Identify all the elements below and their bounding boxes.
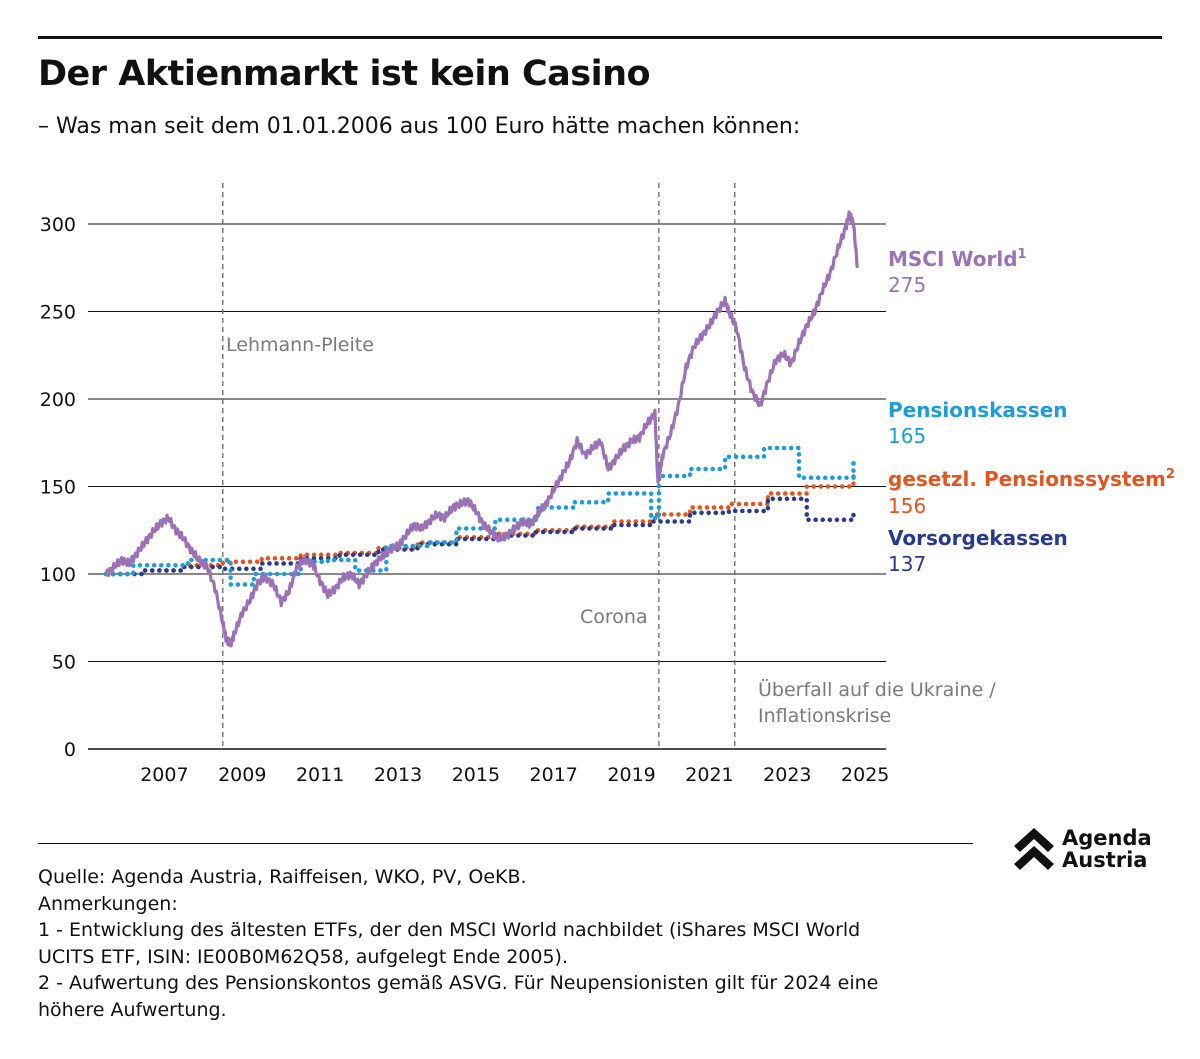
- chevron-up-icon: [1014, 828, 1054, 870]
- x-tick-label: 2015: [452, 764, 500, 786]
- y-tick-label: 250: [40, 302, 76, 324]
- x-tick-label: 2007: [140, 764, 188, 786]
- x-tick-label: 2019: [607, 764, 655, 786]
- x-tick-label: 2009: [218, 764, 266, 786]
- y-axis-ticks: 0 50 100 150 200 250 300: [40, 214, 76, 761]
- series-name-label: Vorsorgekassen: [888, 526, 1068, 550]
- series-name-label: gesetzl. Pensionssystem2: [888, 467, 1175, 491]
- y-tick-label: 150: [40, 477, 76, 499]
- logo-line-1: Agenda: [1062, 826, 1152, 850]
- page-subtitle: – Was man seit dem 01.01.2006 aus 100 Eu…: [38, 114, 801, 139]
- series-line-pensionskassen: [103, 445, 856, 587]
- chart-footer: Quelle: Agenda Austria, Raiffeisen, WKO,…: [38, 864, 1038, 1023]
- notes-header: Anmerkungen:: [38, 892, 178, 915]
- chart-grid: [88, 223, 886, 750]
- note-1-line-1: 1 - Entwicklung des ältesten ETFs, der d…: [38, 919, 861, 941]
- page-title: Der Aktienmarkt ist kein Casino: [38, 54, 651, 94]
- top-rule: [38, 36, 1162, 39]
- series-name-label: MSCI World1: [888, 247, 1027, 271]
- x-tick-label: 2013: [374, 764, 422, 786]
- y-tick-label: 100: [40, 564, 76, 586]
- y-tick-label: 300: [40, 214, 76, 236]
- x-tick-label: 2017: [530, 764, 578, 786]
- series-end-value: 275: [888, 273, 926, 297]
- chart-event-markers: Lehmann-Pleite Corona Überfall auf die Ukr…: [222, 183, 996, 749]
- y-tick-label: 50: [52, 652, 76, 674]
- series-end-value: 165: [888, 424, 926, 448]
- series-end-value: 156: [888, 494, 926, 518]
- line-chart: Lehmann-Pleite Corona Überfall auf die Ukr…: [40, 183, 1175, 786]
- x-axis-ticks: 2007 2009 2011 2013 2015 2017 2019 2021 2023 2025: [140, 764, 889, 786]
- series-end-value: 137: [888, 552, 926, 576]
- agenda-austria-logo: Agenda Austria: [1012, 824, 1172, 874]
- event-label: Inflationskrise: [758, 705, 891, 727]
- series-line-msci-world: [104, 210, 859, 648]
- x-tick-label: 2025: [841, 764, 889, 786]
- x-tick-label: 2021: [685, 764, 733, 786]
- note-2-line-2: höhere Aufwertung.: [38, 998, 227, 1021]
- bottom-rule: [38, 843, 973, 844]
- event-label: Corona: [580, 606, 648, 628]
- logo-text: Agenda Austria: [1062, 827, 1152, 871]
- note-2-line-1: 2 - Aufwertung des Pensionskontos gemäß …: [38, 972, 879, 994]
- source-text: Quelle: Agenda Austria, Raiffeisen, WKO,…: [38, 866, 527, 888]
- x-tick-label: 2011: [296, 764, 344, 786]
- chart-series: [103, 210, 859, 648]
- series-name-label: Pensionskassen: [888, 398, 1068, 422]
- event-label: Überfall auf die Ukraine /: [758, 678, 996, 701]
- logo-line-2: Austria: [1062, 848, 1148, 872]
- y-tick-label: 0: [64, 739, 76, 761]
- note-1-line-2: UCITS ETF, ISIN: IE00B0M62Q58, aufgelegt…: [38, 945, 568, 968]
- event-label: Lehmann-Pleite: [226, 334, 374, 356]
- y-tick-label: 200: [40, 389, 76, 411]
- x-tick-label: 2023: [763, 764, 811, 786]
